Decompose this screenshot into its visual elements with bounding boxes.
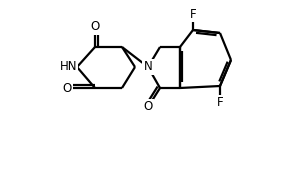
Text: N: N [143,61,152,74]
Text: F: F [217,96,223,109]
Text: O: O [143,101,153,114]
Text: O: O [90,20,100,33]
Text: O: O [63,82,72,95]
Text: HN: HN [60,61,77,74]
Text: F: F [190,7,196,20]
